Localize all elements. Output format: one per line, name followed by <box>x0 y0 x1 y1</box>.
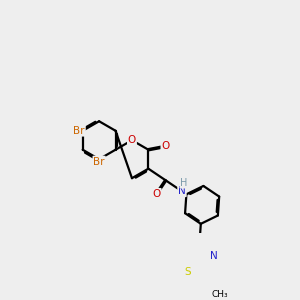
Text: Br: Br <box>74 126 85 136</box>
Text: O: O <box>161 141 169 152</box>
Text: O: O <box>128 135 136 145</box>
Text: Br: Br <box>93 157 105 166</box>
Text: N: N <box>210 250 218 261</box>
Text: O: O <box>152 189 161 199</box>
Text: CH₃: CH₃ <box>212 290 228 299</box>
Text: H: H <box>180 178 188 188</box>
Text: S: S <box>185 267 191 277</box>
Text: N: N <box>178 186 186 196</box>
